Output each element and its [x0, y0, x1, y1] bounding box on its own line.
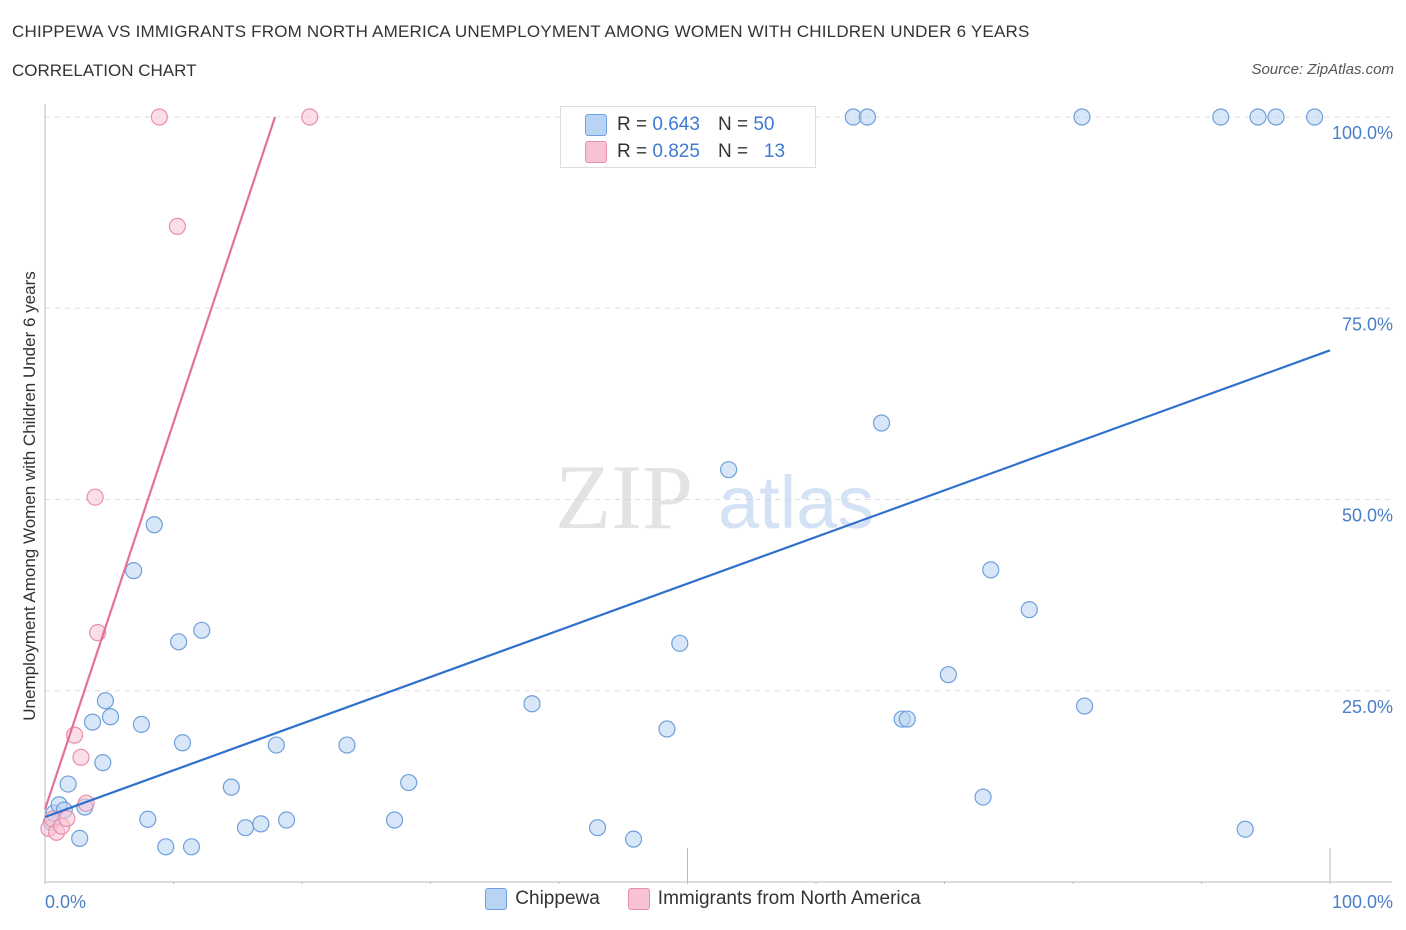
immigrants-point: [86, 488, 104, 506]
chippewa-point: [898, 710, 916, 728]
r-label: R =: [617, 141, 648, 162]
r-value: 0.825: [652, 141, 700, 162]
chippewa-point: [236, 819, 255, 837]
y-tick-label: 50.0%: [1342, 506, 1393, 526]
chippewa-point: [338, 736, 356, 754]
immigrants-point: [150, 108, 168, 126]
chippewa-point: [400, 773, 418, 792]
chippewa-point: [671, 634, 689, 652]
n-value: 13: [763, 141, 786, 162]
chippewa-point: [182, 838, 201, 856]
stats-legend: R = 0.643 N = 50 R = 0.825 N = 13: [560, 106, 816, 168]
data-points: [40, 108, 1324, 856]
watermark-atlas: atlas: [718, 461, 874, 544]
series-legend: Chippewa Immigrants from North America: [0, 888, 1406, 910]
legend-label-chippewa: Chippewa: [515, 888, 600, 909]
chippewa-point: [720, 461, 738, 479]
chippewa-point: [939, 666, 957, 684]
chippewa-point: [1249, 108, 1267, 126]
chippewa-point: [658, 720, 676, 738]
x-tick-label: 0.0%: [45, 892, 86, 912]
chippewa-point: [96, 692, 114, 710]
source-credit: Source: ZipAtlas.com: [1251, 61, 1394, 78]
chippewa-point: [125, 562, 143, 580]
immigrants-point: [301, 108, 319, 126]
chippewa-point: [132, 715, 150, 734]
axes: [44, 104, 1392, 883]
chippewa-point: [252, 815, 270, 833]
chippewa-point: [277, 811, 296, 829]
chippewa-point: [1305, 108, 1324, 126]
n-label: N =: [717, 141, 749, 162]
y-tick-label: 25.0%: [1342, 697, 1393, 717]
chippewa-swatch: [485, 888, 508, 910]
chippewa-point: [624, 830, 643, 848]
chart-subtitle: CORRELATION CHART: [12, 61, 197, 80]
chippewa-point: [1020, 601, 1038, 619]
immigrants-swatch: [585, 141, 607, 163]
immigrants-swatch: [627, 888, 650, 910]
chippewa-point: [222, 778, 240, 796]
chippewa-point: [1075, 697, 1094, 715]
n-value: 50: [753, 114, 775, 135]
chippewa-trend-line: [44, 349, 1331, 819]
r-label: R =: [617, 114, 648, 135]
chippewa-point: [523, 695, 541, 713]
chippewa-swatch: [585, 114, 607, 136]
chippewa-point: [858, 108, 877, 126]
watermark: ZIP atlas: [555, 446, 874, 548]
chippewa-point: [872, 414, 891, 432]
chippewa-point: [1073, 108, 1091, 126]
y-axis-label: Unemployment Among Women with Children U…: [20, 271, 39, 720]
chippewa-point: [588, 819, 607, 837]
y-tick-label: 100.0%: [1332, 123, 1393, 143]
immigrants-point: [72, 748, 90, 766]
chippewa-point: [1212, 108, 1230, 126]
chippewa-point: [267, 736, 285, 754]
chippewa-point: [71, 829, 89, 847]
chippewa-point: [1236, 820, 1254, 838]
immigrants-trend-line: [43, 116, 277, 810]
chippewa-point: [193, 621, 211, 639]
x-tick-label: 100.0%: [1332, 892, 1393, 912]
legend-label-immigrants: Immigrants from North America: [657, 888, 921, 909]
immigrants-point: [58, 809, 76, 828]
legend-item-chippewa[interactable]: Chippewa: [485, 888, 600, 910]
r-value: 0.643: [652, 114, 700, 135]
stats-row-immigrants: R = 0.825 N = 13: [585, 139, 785, 165]
chippewa-point: [385, 811, 404, 829]
stats-row-chippewa: R = 0.643 N = 50: [585, 112, 774, 138]
trend-lines: [43, 116, 1331, 819]
chippewa-point: [83, 713, 102, 731]
y-tick-label: 75.0%: [1342, 314, 1393, 334]
chippewa-point: [157, 838, 175, 856]
chippewa-point: [1267, 108, 1285, 126]
chippewa-point: [101, 708, 120, 726]
watermark-zip: ZIP: [555, 446, 693, 548]
chart-title: CHIPPEWA VS IMMIGRANTS FROM NORTH AMERIC…: [12, 22, 1030, 41]
chippewa-point: [170, 633, 188, 651]
chippewa-point: [173, 734, 192, 752]
chippewa-point: [139, 810, 157, 828]
n-label: N =: [717, 114, 749, 135]
axis-ticks: 100.0% 75.0% 50.0% 25.0% 0.0% 100.0%: [44, 123, 1393, 912]
chippewa-point: [982, 561, 1000, 579]
immigrants-point: [168, 217, 186, 235]
chippewa-point: [59, 775, 77, 793]
chippewa-point: [974, 788, 992, 806]
chippewa-point: [145, 516, 163, 534]
chippewa-point: [94, 754, 112, 772]
legend-item-immigrants[interactable]: Immigrants from North America: [627, 888, 921, 910]
